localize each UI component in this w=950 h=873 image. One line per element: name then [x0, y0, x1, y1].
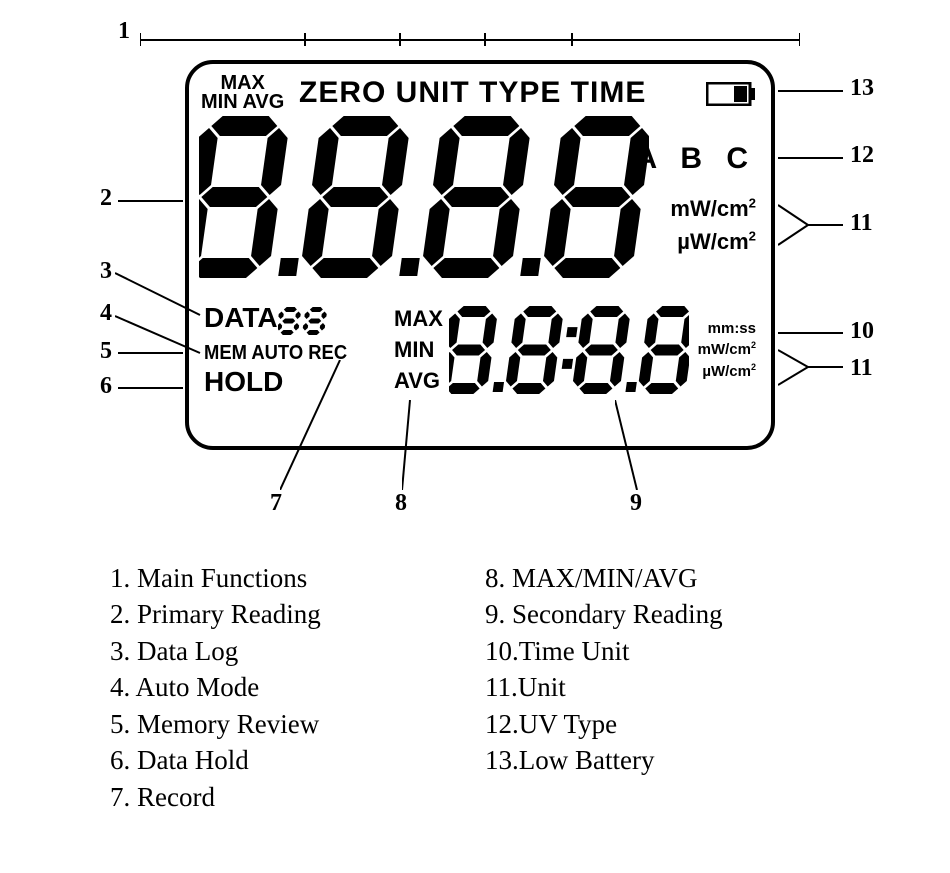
mma-avg: AVG [394, 366, 443, 397]
callout-2-line [118, 200, 183, 202]
legend-item: 4. Auto Mode [110, 669, 485, 705]
legend-item: 8. MAX/MIN/AVG [485, 560, 860, 596]
legend-item: 12.UV Type [485, 706, 860, 742]
legend-item: 2. Primary Reading [110, 596, 485, 632]
callout-13-line [778, 90, 843, 92]
unit-secondary: mm:ss mW/cm2 µW/cm2 [698, 319, 756, 382]
callout-10-line [778, 332, 843, 334]
legend-item: 3. Data Log [110, 633, 485, 669]
callout-8-line [402, 400, 422, 490]
callout-11a-line [778, 200, 848, 260]
callout-9: 9 [630, 490, 642, 517]
secondary-reading-digits [449, 304, 689, 399]
legend-item: 1. Main Functions [110, 560, 485, 596]
callout-2: 2 [100, 185, 112, 212]
legend-item: 10.Time Unit [485, 633, 860, 669]
legend-item: 11.Unit [485, 669, 860, 705]
data-label: DATA [204, 302, 278, 333]
callout-4: 4 [100, 300, 112, 327]
callout-10: 10 [850, 318, 874, 345]
uv-type-label: A B C [635, 142, 756, 176]
callout-12: 12 [850, 142, 874, 169]
unit-mmss: mm:ss [698, 319, 756, 339]
legend-item: 7. Record [110, 779, 485, 815]
callout-11b-line [778, 345, 848, 395]
callout-6-line [118, 387, 183, 389]
unit-uw: µW/cm2 [670, 225, 756, 258]
callout-13: 13 [850, 75, 874, 102]
primary-reading-digits [199, 114, 649, 284]
callout-5: 5 [100, 338, 112, 365]
top-min-avg: MIN AVG [201, 93, 284, 112]
lcd-frame: MAX MIN AVG ZERO UNIT TYPE TIME A B C mW… [185, 60, 775, 450]
callout-7-line [280, 360, 350, 490]
legend-item: 5. Memory Review [110, 706, 485, 742]
legend-item: 13.Low Battery [485, 742, 860, 778]
unit-sec-mw: mW/cm2 [698, 339, 756, 360]
callout-11b: 11 [850, 355, 873, 382]
callout-11a: 11 [850, 210, 873, 237]
battery-icon [706, 82, 756, 106]
callout-3: 3 [100, 258, 112, 285]
legend-item: 9. Secondary Reading [485, 596, 860, 632]
unit-mw: mW/cm2 [670, 192, 756, 225]
callout-1: 1 [118, 18, 130, 45]
legend-item: 6. Data Hold [110, 742, 485, 778]
callout-9-line [615, 400, 645, 490]
lcd-diagram: 1 MAX MIN AVG ZERO UNIT TYPE TIME A B C … [0, 0, 950, 540]
hold-label: HOLD [204, 366, 283, 398]
callout-7: 7 [270, 490, 282, 517]
max-min-avg-top: MAX MIN AVG [201, 74, 284, 112]
max-min-avg-stack: MAX MIN AVG [394, 304, 443, 396]
mma-max: MAX [394, 304, 443, 335]
main-functions-row: ZERO UNIT TYPE TIME [299, 76, 646, 110]
unit-main: mW/cm2 µW/cm2 [670, 192, 756, 258]
data-log-row: DATA [204, 302, 332, 335]
legend: 1. Main Functions 2. Primary Reading 3. … [110, 560, 860, 815]
unit-sec-uw: µW/cm2 [698, 361, 756, 382]
callout-5-line [118, 352, 183, 354]
data-count-digits [278, 305, 332, 335]
mma-min: MIN [394, 335, 443, 366]
callout-8: 8 [395, 490, 407, 517]
callout-12-line [778, 157, 843, 159]
callout-6: 6 [100, 373, 112, 400]
callout-1-line [140, 30, 800, 60]
legend-col-right: 8. MAX/MIN/AVG 9. Secondary Reading 10.T… [485, 560, 860, 815]
legend-col-left: 1. Main Functions 2. Primary Reading 3. … [110, 560, 485, 815]
